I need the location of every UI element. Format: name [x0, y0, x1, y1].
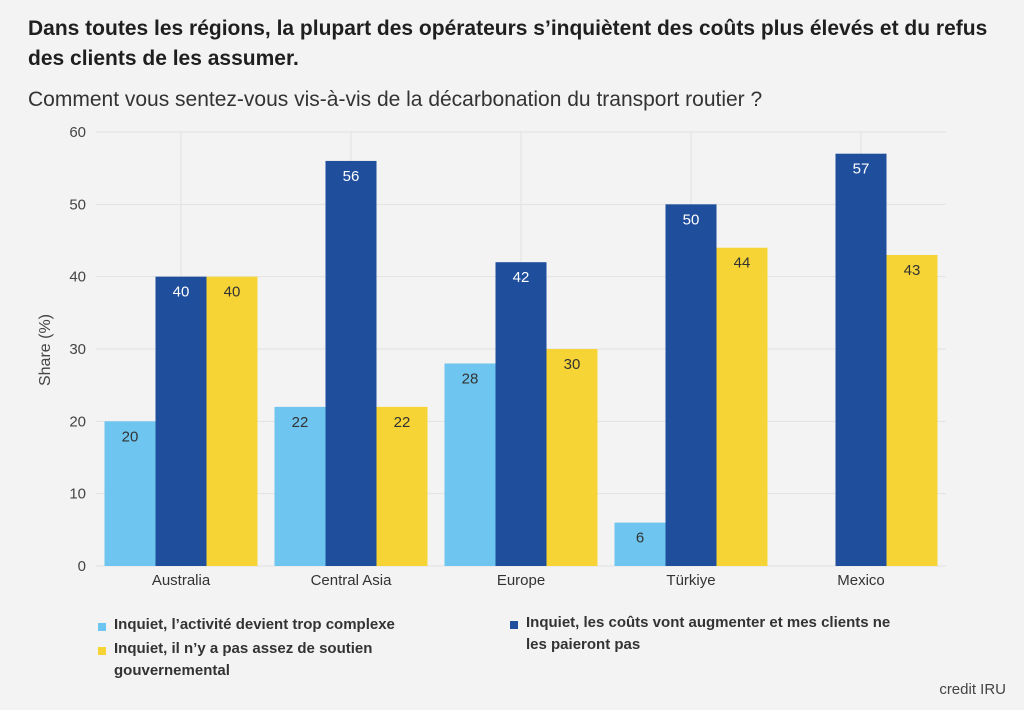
- bar: [444, 363, 496, 566]
- credit-text: credit IRU: [939, 681, 1006, 698]
- bar-value-label: 57: [853, 161, 870, 178]
- legend-swatch: [98, 647, 106, 655]
- legend-line: Inquiet, il n’y a pas assez de soutien: [114, 640, 373, 657]
- bar-value-label: 20: [122, 428, 139, 445]
- legend-swatch: [98, 623, 106, 631]
- bar-value-label: 50: [683, 211, 700, 228]
- y-tick-label: 50: [69, 196, 86, 213]
- x-tick-label: Europe: [497, 572, 545, 589]
- bar-value-label: 22: [292, 414, 309, 431]
- x-tick-label: Australia: [152, 572, 211, 589]
- bar: [206, 276, 258, 566]
- bar: [376, 406, 428, 566]
- y-tick-label: 0: [78, 558, 86, 575]
- bar: [716, 247, 768, 566]
- bar-value-label: 40: [224, 284, 241, 301]
- legend-swatch: [510, 621, 518, 629]
- bar: [495, 262, 547, 566]
- bar: [886, 254, 938, 566]
- y-axis-label: Share (%): [37, 314, 54, 386]
- bar: [546, 349, 598, 566]
- chart-title: Dans toutes les régions, la plupart des …: [28, 17, 988, 70]
- legend-line: Inquiet, l’activité devient trop complex…: [114, 616, 395, 633]
- y-tick-label: 20: [69, 413, 86, 430]
- bar-value-label: 6: [636, 530, 644, 547]
- bar-value-label: 43: [904, 262, 921, 279]
- bar-value-label: 44: [734, 255, 751, 272]
- y-tick-label: 30: [69, 341, 86, 358]
- bar: [835, 153, 887, 566]
- bar: [104, 421, 156, 566]
- bar-value-label: 42: [513, 269, 530, 286]
- x-tick-label: Central Asia: [311, 572, 393, 589]
- bars: [104, 153, 938, 567]
- x-tick-label: Türkiye: [666, 572, 715, 589]
- y-tick-label: 40: [69, 269, 86, 286]
- bar-value-label: 56: [343, 168, 360, 185]
- bar: [155, 276, 207, 566]
- legend-item-label: Inquiet, il n’y a pas assez de soutien go…: [114, 638, 372, 682]
- bar-value-label: 22: [394, 414, 411, 431]
- y-tick-label: 10: [69, 486, 86, 503]
- legend-line: les paieront pas: [526, 636, 641, 653]
- legend-line: gouvernemental: [114, 662, 230, 679]
- bar: [274, 406, 326, 566]
- x-tick-label: Mexico: [837, 572, 885, 589]
- bar: [665, 204, 717, 567]
- data-labels: 20 40 40 22 56 22 28 42 30 6 50 44 57 43: [122, 161, 921, 547]
- legend-line: Inquiet, les coûts vont augmenter et mes…: [526, 614, 891, 631]
- chart-subtitle: Comment vous sentez-vous vis-à-vis de la…: [28, 88, 763, 111]
- y-tick-label: 60: [69, 124, 86, 141]
- bar: [325, 160, 377, 566]
- bar-value-label: 30: [564, 356, 581, 373]
- bar-value-label: 40: [173, 284, 190, 301]
- bar-value-label: 28: [462, 370, 479, 387]
- legend-item-label: Inquiet, l’activité devient trop complex…: [114, 614, 395, 636]
- bar: [614, 522, 666, 566]
- axes: 0 10 20 30 40 50 60 Australia Central Asia Europe…: [69, 124, 884, 589]
- legend-item-label: Inquiet, les coûts vont augmenter et mes…: [526, 612, 890, 656]
